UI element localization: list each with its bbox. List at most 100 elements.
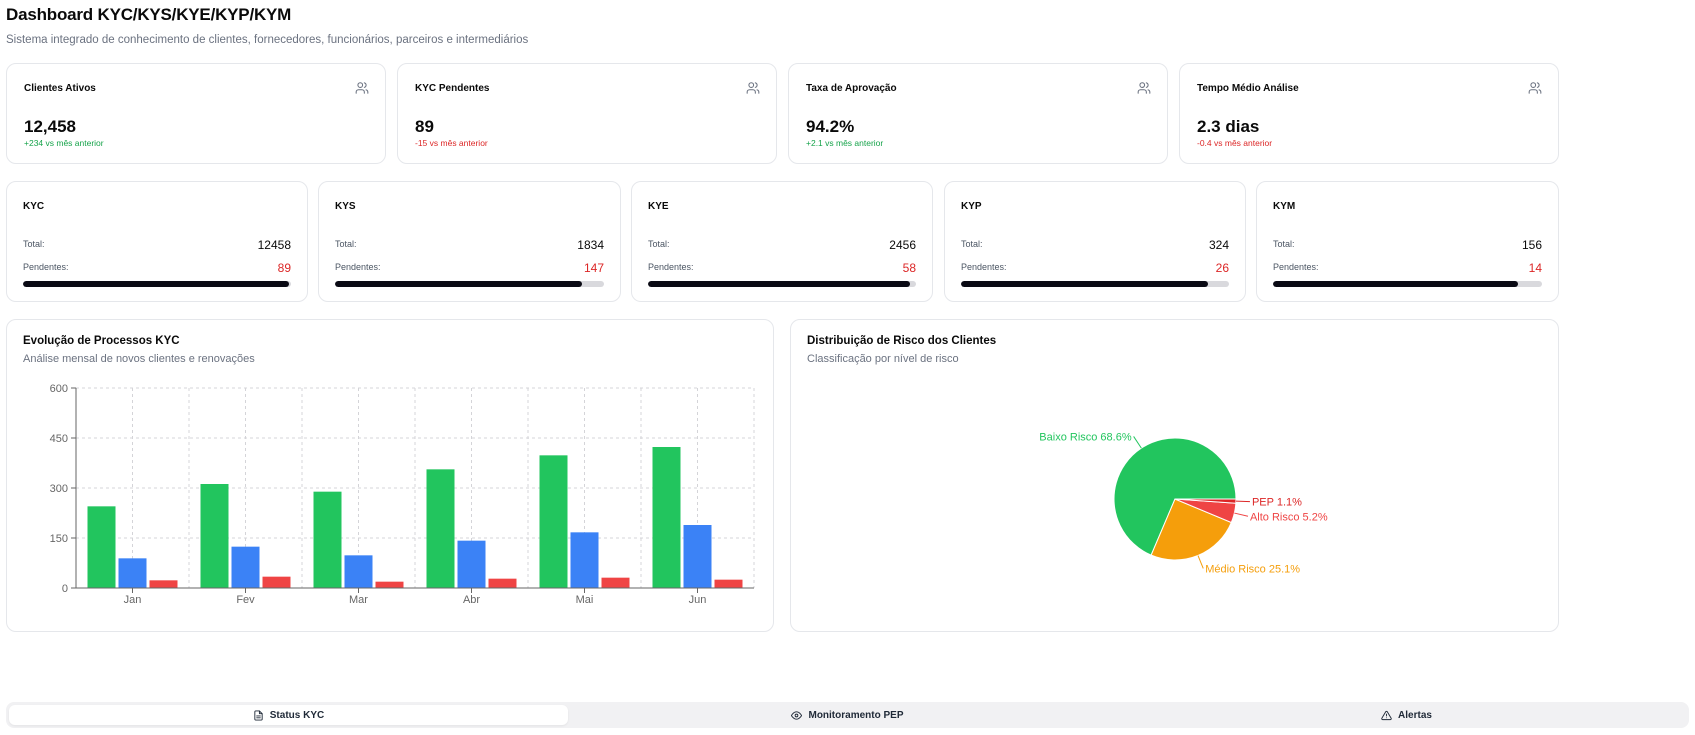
bar xyxy=(457,540,486,588)
progress-fill xyxy=(1273,281,1518,287)
kpi-title: Taxa de Aprovação xyxy=(806,83,897,94)
y-tick-label: 0 xyxy=(62,583,68,595)
total-value: 156 xyxy=(1521,238,1542,252)
total-value: 2456 xyxy=(889,238,916,252)
bar xyxy=(375,581,404,588)
kpi-title: KYC Pendentes xyxy=(415,83,490,94)
kpi-title: Clientes Ativos xyxy=(24,83,96,94)
pie-chart: Baixo Risco 68.6% Médio Risco 25.1% Alto R… xyxy=(1039,431,1328,575)
total-label: Total: xyxy=(648,239,670,249)
bar xyxy=(426,469,455,588)
bar xyxy=(200,484,229,588)
page-subtitle: Sistema integrado de conhecimento de cli… xyxy=(6,34,529,46)
progress-fill xyxy=(23,281,290,287)
kpi-value: 12,458 xyxy=(24,117,76,136)
bar xyxy=(488,578,517,588)
kpi-delta: -15 vs mês anterior xyxy=(415,138,488,148)
users-icon xyxy=(355,82,369,94)
tab-label: Monitoramento PEP xyxy=(808,709,904,721)
total-label: Total: xyxy=(961,239,983,249)
kpi-delta: -0.4 vs mês anterior xyxy=(1197,138,1273,148)
module-card-kys: KYS Total: 1834 Pendentes: 147 xyxy=(318,181,621,302)
file-icon xyxy=(254,709,263,721)
pending-label: Pendentes: xyxy=(1273,262,1319,272)
pending-value: 14 xyxy=(1528,261,1542,275)
eye-icon xyxy=(791,710,803,720)
bar xyxy=(344,555,373,588)
y-tick-label: 150 xyxy=(50,533,68,545)
chart-title: Evolução de Processos KYC xyxy=(23,335,180,347)
progress-bar xyxy=(335,281,604,287)
pie-label-line xyxy=(1197,555,1204,569)
pending-value: 89 xyxy=(277,261,291,275)
module-card-kym: KYM Total: 156 Pendentes: 14 xyxy=(1256,181,1559,302)
pie-slice xyxy=(1113,437,1237,556)
bar xyxy=(539,455,568,588)
pie-slice xyxy=(1174,498,1237,504)
pie-label: Alto Risco 5.2% xyxy=(1250,511,1328,523)
bar xyxy=(149,580,178,588)
users-icon xyxy=(1137,82,1151,94)
progress-bar xyxy=(648,281,916,287)
x-tick-label: Jun xyxy=(689,594,707,606)
module-title: KYM xyxy=(1273,201,1296,212)
pending-label: Pendentes: xyxy=(961,262,1007,272)
pending-value: 147 xyxy=(583,261,604,275)
tab-bar: Status KYC Monitoramento PEP Alertas xyxy=(6,702,1689,728)
total-label: Total: xyxy=(335,239,357,249)
kpi-delta: +2.1 vs mês anterior xyxy=(806,138,884,148)
bar xyxy=(601,577,630,588)
kpi-card-tempo-medio: Tempo Médio Análise 2.3 dias -0.4 vs mês… xyxy=(1179,63,1559,164)
chart-subtitle: Classificação por nível de risco xyxy=(807,353,959,365)
plot-area: 0 150 300 450 600 Jan Fev Mar Abr Mai Jun xyxy=(50,383,755,606)
tab-label: Alertas xyxy=(1398,709,1432,721)
kpi-card-kyc-pendentes: KYC Pendentes 89 -15 vs mês anterior xyxy=(397,63,777,164)
tab-monitoramento-pep[interactable]: Monitoramento PEP xyxy=(568,705,1127,725)
bar xyxy=(570,532,599,588)
pie-label: Médio Risco 25.1% xyxy=(1205,563,1300,575)
module-card-kyc: KYC Total: 12458 Pendentes: 89 xyxy=(6,181,308,302)
total-value: 324 xyxy=(1208,238,1229,252)
users-icon xyxy=(1528,82,1542,94)
total-label: Total: xyxy=(1273,239,1295,249)
progress-bar xyxy=(961,281,1229,287)
bar xyxy=(87,506,116,588)
pie-chart-card: Distribuição de Risco dos Clientes Class… xyxy=(790,319,1559,632)
total-value: 1834 xyxy=(577,238,604,252)
bar xyxy=(714,579,743,588)
module-title: KYC xyxy=(23,201,45,212)
x-tick-label: Abr xyxy=(463,594,480,606)
pie-group: Baixo Risco 68.6% Médio Risco 25.1% Alto R… xyxy=(1039,431,1328,575)
bar xyxy=(262,576,291,588)
y-tick-label: 300 xyxy=(50,483,68,495)
kpi-value: 89 xyxy=(415,117,434,136)
kpi-card-clientes-ativos: Clientes Ativos 12,458 +234 vs mês anter… xyxy=(6,63,386,164)
progress-fill xyxy=(648,281,910,287)
kpi-card-taxa-aprovacao: Taxa de Aprovação 94.2% +2.1 vs mês ante… xyxy=(788,63,1168,164)
page-title: Dashboard KYC/KYS/KYE/KYP/KYM xyxy=(6,5,292,24)
progress-fill xyxy=(961,281,1208,287)
y-tick-label: 600 xyxy=(50,383,68,395)
bar-chart-card: Evolução de Processos KYC Análise mensal… xyxy=(6,319,774,632)
bar xyxy=(231,546,260,588)
tab-status-kyc[interactable]: Status KYC xyxy=(9,705,568,725)
users-icon xyxy=(746,82,760,94)
chart-title: Distribuição de Risco dos Clientes xyxy=(807,335,997,347)
x-tick-label: Fev xyxy=(236,594,255,606)
tab-alertas[interactable]: Alertas xyxy=(1127,705,1686,725)
pending-value: 58 xyxy=(902,261,916,275)
pie-label-line xyxy=(1234,512,1249,517)
pending-label: Pendentes: xyxy=(335,262,381,272)
bar xyxy=(652,447,681,588)
pie-label: Baixo Risco 68.6% xyxy=(1039,431,1132,443)
pending-label: Pendentes: xyxy=(23,262,69,272)
pie-label: PEP 1.1% xyxy=(1252,497,1302,509)
bar xyxy=(683,525,712,588)
module-title: KYP xyxy=(961,201,982,212)
y-tick-label: 450 xyxy=(50,433,68,445)
x-tick-label: Mar xyxy=(349,594,368,606)
kpi-delta: +234 vs mês anterior xyxy=(24,138,104,148)
progress-bar xyxy=(23,281,291,287)
kpi-value: 2.3 dias xyxy=(1197,117,1260,136)
progress-bar xyxy=(1273,281,1542,287)
